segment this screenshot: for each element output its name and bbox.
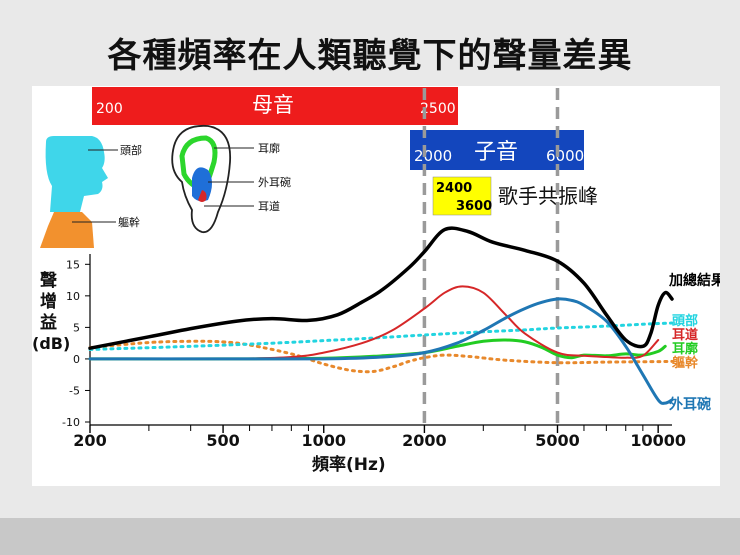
ear-canal-shape [198, 190, 207, 202]
ear-illustration: 耳廓 外耳碗 耳道 [171, 124, 291, 234]
y-tick-label: 10 [66, 290, 80, 303]
y-label-unit: (dB) [32, 334, 70, 353]
chart-panel: 200 母音 2500 2000 子音 6000 2400 3600 歌手共振峰… [32, 86, 720, 486]
pinna-label: 耳廓 [258, 141, 280, 155]
slide-title: 各種頻率在人類聽覺下的聲量差異 [107, 36, 633, 76]
x-tick-label: 10000 [630, 431, 686, 450]
y-label-line-2: 增 [40, 291, 57, 312]
series-label: 耳廓 [672, 341, 698, 357]
y-label-line-3: 益 [40, 312, 57, 333]
x-tick-label: 200 [73, 431, 106, 450]
y-tick-label: 15 [66, 258, 80, 271]
concha-shape [192, 167, 212, 202]
consonant-band-label: 子音 [474, 140, 518, 165]
y-tick-label: 0 [73, 353, 80, 366]
x-tick-label: 2000 [402, 431, 447, 450]
y-label-line-1: 聲 [40, 270, 57, 291]
series-line [88, 226, 674, 350]
vowel-band-label: 母音 [252, 93, 294, 117]
chart-svg: 200 母音 2500 2000 子音 6000 2400 3600 歌手共振峰… [32, 87, 720, 475]
series-line [89, 285, 660, 361]
torso-label: 軀幹 [118, 215, 140, 229]
singer-formant-label: 歌手共振峰 [498, 184, 598, 208]
singer-formant-high: 3600 [456, 199, 492, 214]
x-axis-label: 頻率(Hz) [311, 454, 386, 475]
bottom-band [0, 518, 740, 555]
x-tick-label: 5000 [535, 431, 580, 450]
x-tick-label: 1000 [301, 431, 346, 450]
series-lines [88, 226, 674, 405]
vowel-band-end-label: 2500 [420, 101, 456, 117]
series-label: 外耳碗 [669, 396, 711, 413]
head-torso-illustration: 頭部 軀幹 [40, 136, 142, 248]
consonant-band-end-label: 6000 [546, 147, 584, 165]
axis-ticks: -10 -5 0 5 10 15 200 500 1000 2000 5000 10000 [62, 258, 686, 450]
concha-label: 外耳碗 [258, 175, 291, 189]
vowel-band-start-label: 200 [96, 101, 123, 117]
series-label: 加總結果 [668, 272, 720, 289]
torso-shape [40, 212, 94, 248]
series-line [88, 297, 674, 405]
ear-canal-label: 耳道 [258, 199, 280, 213]
series-label: 頭部 [672, 313, 698, 329]
vowel-band [92, 87, 458, 125]
head-label: 頭部 [120, 143, 142, 157]
consonant-band-start-label: 2000 [414, 147, 452, 165]
singer-formant-low: 2400 [436, 181, 472, 196]
consonant-band [410, 130, 584, 170]
series-line [88, 321, 674, 351]
x-tick-label: 500 [206, 431, 239, 450]
series-label: 軀幹 [671, 355, 699, 371]
y-tick-label: 5 [73, 321, 80, 334]
y-tick-label: -10 [62, 416, 80, 429]
y-axis-label: 聲 增 益 (dB) [32, 270, 70, 353]
series-label: 耳道 [672, 327, 698, 343]
singer-formant-box [432, 176, 492, 216]
head-shape [45, 136, 108, 212]
y-tick-label: -5 [69, 384, 80, 397]
